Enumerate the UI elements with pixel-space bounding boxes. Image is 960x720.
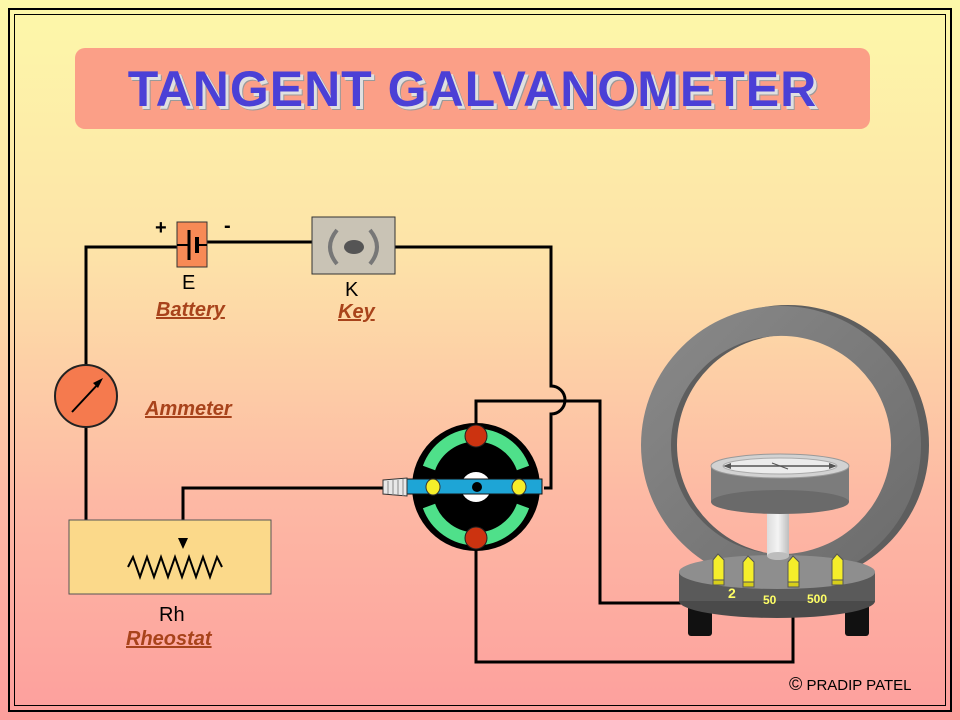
battery-plus-label: + bbox=[155, 217, 167, 239]
battery bbox=[176, 221, 208, 268]
galvanometer-base bbox=[679, 555, 875, 636]
wire-commutator-terminal-50 bbox=[474, 548, 795, 664]
wire-rheostat-commutator bbox=[181, 486, 410, 520]
rheostat-resistor bbox=[127, 553, 223, 581]
inner-border bbox=[14, 14, 946, 706]
rheostat bbox=[68, 519, 272, 595]
terminal-label-2: 2 bbox=[728, 585, 736, 601]
key-label: Key bbox=[338, 301, 375, 323]
title-banner: TANGENT GALVANOMETER bbox=[75, 48, 870, 129]
ammeter bbox=[54, 364, 118, 428]
copyright-credit: © PRADIP PATEL bbox=[789, 674, 911, 695]
terminal-screw-3 bbox=[787, 555, 800, 583]
author-name: PRADIP PATEL bbox=[806, 677, 912, 694]
compass-box bbox=[710, 453, 850, 514]
outer-border bbox=[8, 8, 952, 712]
terminal-screw-1 bbox=[712, 553, 725, 581]
rheostat-label: Rheostat bbox=[126, 628, 212, 650]
commutator-handle bbox=[382, 477, 408, 497]
key-symbol: K bbox=[345, 279, 359, 301]
commutator bbox=[382, 423, 543, 551]
terminal-screw-2 bbox=[742, 555, 755, 583]
copyright-icon: © bbox=[789, 674, 803, 694]
rheostat-symbol: Rh bbox=[159, 604, 185, 626]
ammeter-label: Ammeter bbox=[145, 398, 232, 420]
wire-battery-ammeter bbox=[84, 245, 177, 370]
page-title: TANGENT GALVANOMETER bbox=[127, 60, 818, 117]
rheostat-slider-arrow bbox=[178, 538, 188, 549]
terminal-screws bbox=[712, 553, 844, 588]
battery-minus-label: - bbox=[224, 215, 231, 237]
key bbox=[311, 216, 396, 275]
terminal-label-50: 50 bbox=[763, 593, 777, 607]
battery-label: Battery bbox=[156, 299, 225, 321]
tangent-galvanometer bbox=[641, 305, 929, 636]
battery-symbol: E bbox=[182, 272, 196, 294]
terminal-screw-4 bbox=[831, 553, 844, 581]
terminal-label-500: 500 bbox=[807, 592, 828, 606]
